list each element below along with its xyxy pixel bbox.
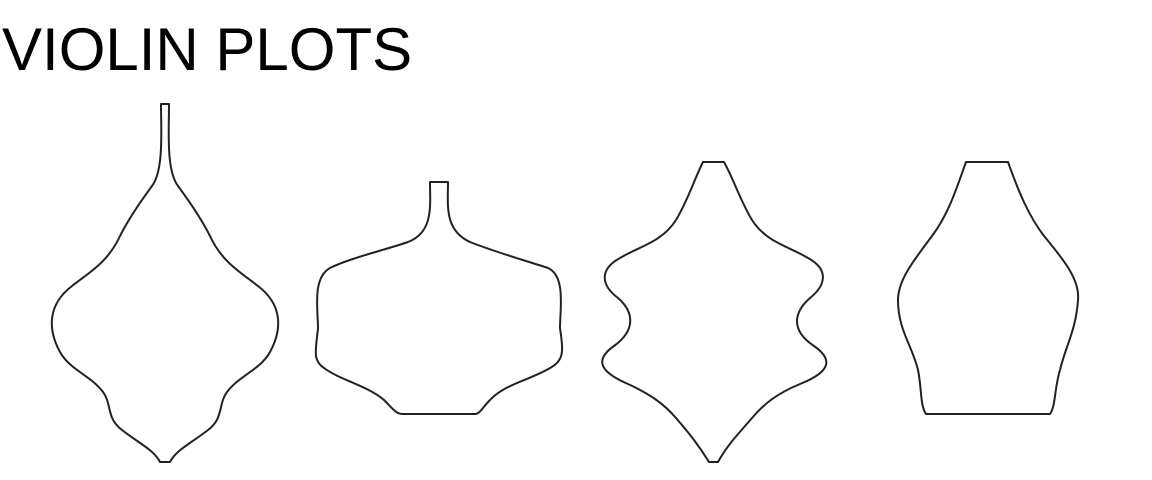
violin-shape-1: [50, 103, 280, 463]
violin-shape-2: [314, 181, 564, 415]
violin-shape-4: [897, 161, 1080, 415]
page-title: VIOLIN PLOTS: [2, 16, 413, 83]
violin-shape-3: [601, 161, 828, 463]
